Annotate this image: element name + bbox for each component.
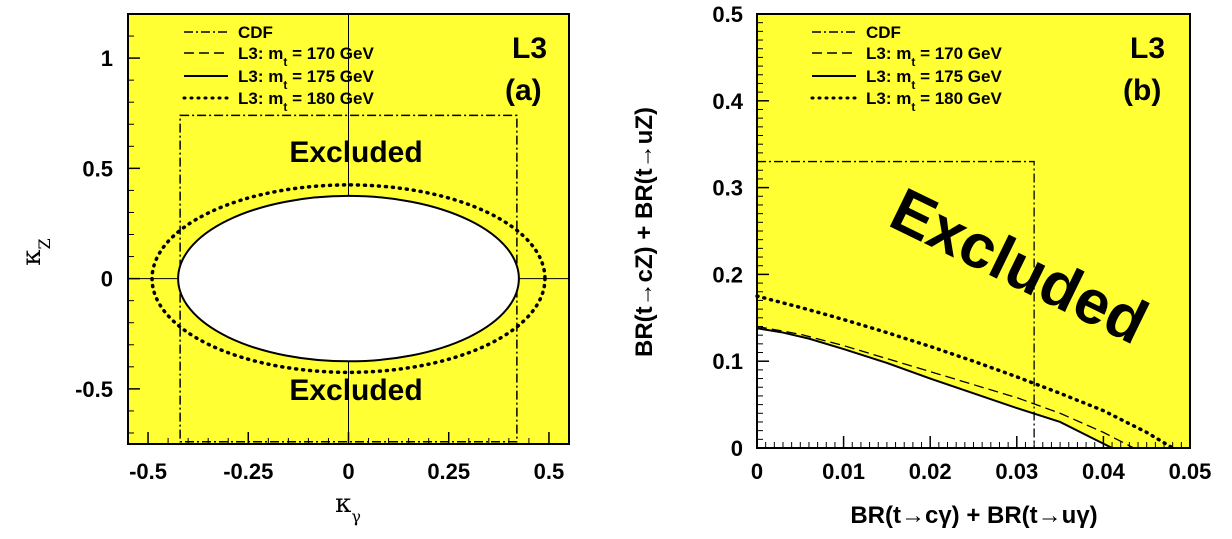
panel-b-y-axis-label: BR(t→cZ) + BR(t→uZ) — [631, 107, 658, 357]
x-tick-label: 0.5 — [534, 459, 565, 484]
x-tick-label: 0.05 — [1169, 459, 1212, 484]
x-tick-label: 0.03 — [995, 459, 1038, 484]
panel-a-experiment-label: L3 — [512, 32, 547, 65]
panel-b-panel-label: (b) — [1123, 74, 1161, 107]
x-tick-label: 0 — [342, 459, 354, 484]
x-tick-label: 0.01 — [822, 459, 865, 484]
x-tick-label: -0.25 — [223, 459, 273, 484]
legend-label-cdf: CDF — [238, 23, 273, 42]
series-l3-mt-175-gev — [756, 327, 1113, 449]
series-l3-mt-180-gev — [755, 294, 1175, 450]
panel-b: 0 0.01 0.02 0.03 0.04 0.05 0 0.1 0.2 0.3 0.4 0.5 CD… — [631, 2, 1211, 529]
series-l3-mt-170-gev — [756, 325, 1135, 449]
x-tick-label: -0.5 — [129, 459, 167, 484]
panel-a-excluded-top: Excluded — [289, 136, 422, 169]
series-l3-mt-180-gev — [150, 183, 547, 375]
x-tick-label: 0.25 — [427, 459, 470, 484]
panel-a-excluded-bottom: Excluded — [289, 374, 422, 407]
series-cdf — [757, 160, 1035, 448]
panel-b-x-axis-label: BR(t→cγ) + BR(t→uγ) — [850, 502, 1097, 529]
panel-a-x-axis-label: κγ — [335, 489, 361, 526]
y-tick-label: -0.5 — [75, 377, 113, 402]
y-tick-label: 0.4 — [712, 89, 743, 114]
x-tick-label: 0 — [751, 459, 763, 484]
panel-a-y-axis-label: κZ — [17, 238, 54, 265]
y-tick-label: 0 — [101, 267, 113, 292]
allowed-region — [757, 328, 1113, 448]
y-tick-label: 0.5 — [712, 2, 743, 27]
y-tick-label: 0.5 — [82, 156, 113, 181]
panel-a-panel-label: (a) — [505, 74, 542, 107]
series-l3-mt-175-gev — [177, 194, 520, 363]
x-tick-label: 0.02 — [909, 459, 952, 484]
y-tick-label: 1 — [101, 46, 113, 71]
y-tick-label: 0.2 — [712, 262, 743, 287]
panel-a: -0.5 -0.25 0 0.25 0.5-0.500.51 CDF L3: mt = … — [17, 13, 570, 526]
y-tick-label: 0.1 — [712, 349, 743, 374]
y-tick-label: 0 — [731, 436, 743, 461]
legend-label-cdf: CDF — [866, 23, 901, 42]
y-tick-label: 0.3 — [712, 176, 743, 201]
x-tick-label: 0.04 — [1082, 459, 1126, 484]
panel-b-experiment-label: L3 — [1130, 32, 1165, 65]
